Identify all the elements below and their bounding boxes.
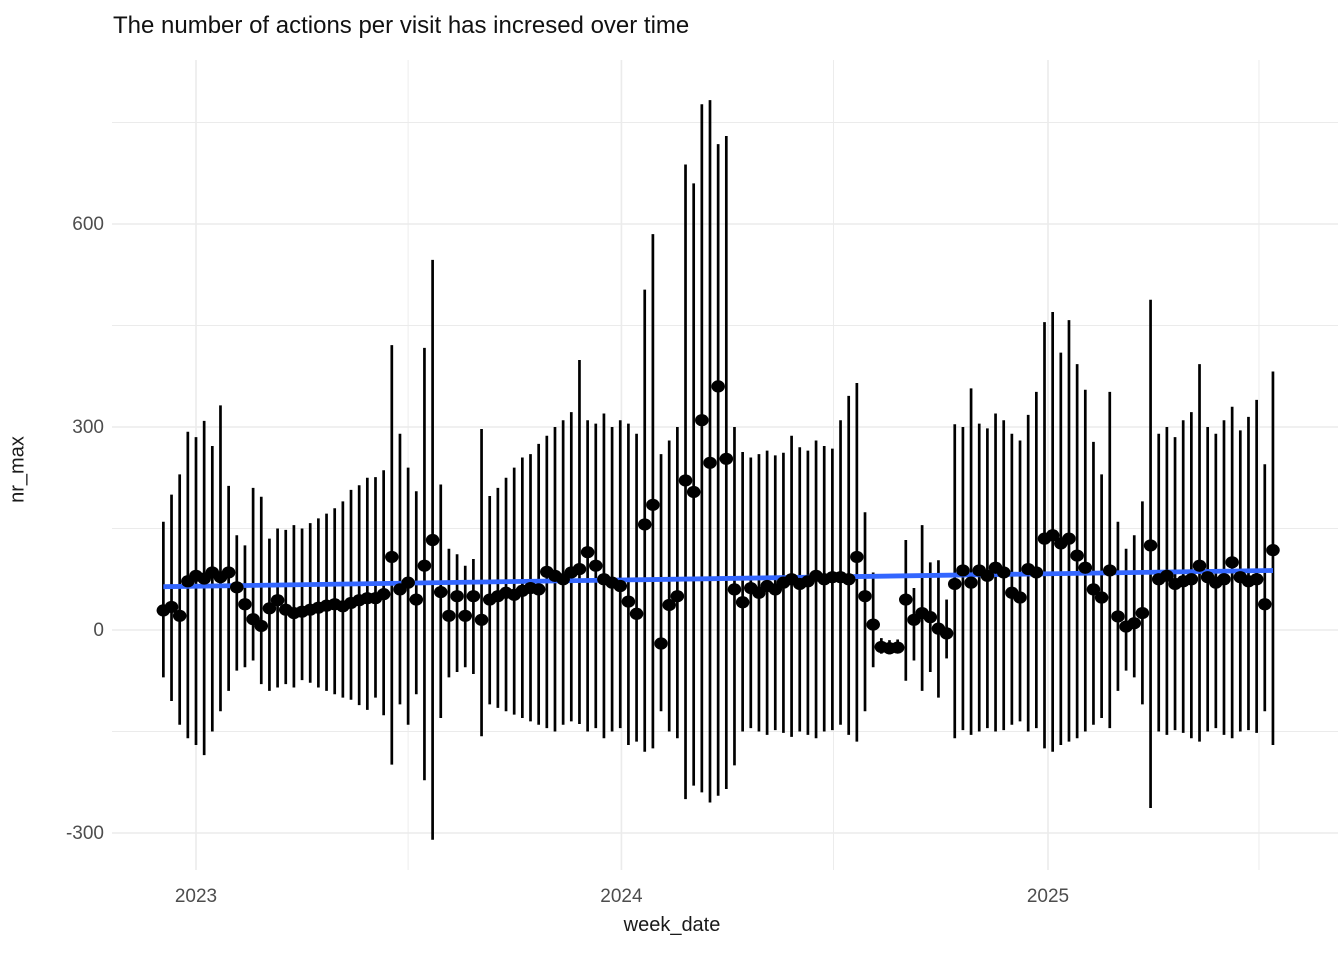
data-point [899, 593, 913, 606]
y-tick-label: -300 [66, 823, 104, 844]
data-point [703, 456, 717, 469]
data-point [376, 588, 391, 601]
data-point [939, 627, 954, 640]
data-point [841, 573, 856, 586]
data-point [385, 550, 399, 564]
data-point [654, 637, 668, 650]
data-point [1013, 591, 1027, 604]
data-point [442, 609, 456, 622]
data-point [458, 609, 473, 622]
data-point [695, 414, 709, 427]
data-point [1094, 591, 1109, 604]
data-point [662, 598, 677, 612]
data-point [1127, 617, 1142, 630]
data-point [1045, 529, 1060, 542]
data-point [588, 559, 603, 572]
data-point [417, 559, 432, 572]
data-point [1029, 566, 1044, 579]
x-tick-label: 2025 [1027, 886, 1069, 907]
data-point [1184, 573, 1199, 586]
data-point [866, 618, 880, 631]
data-point [172, 609, 187, 622]
data-point [980, 569, 995, 582]
data-point [238, 598, 252, 611]
data-point [1078, 561, 1093, 574]
data-point [1062, 532, 1076, 545]
y-tick-label: 300 [72, 417, 104, 438]
data-point [1192, 559, 1207, 572]
x-tick-label: 2024 [600, 886, 643, 907]
data-point [1086, 583, 1101, 596]
data-point [670, 590, 685, 603]
data-point [686, 485, 701, 499]
data-point [531, 583, 546, 596]
data-point [629, 607, 644, 620]
data-point [947, 577, 962, 591]
data-point [1111, 610, 1125, 623]
data-point [727, 583, 742, 596]
data-point [1266, 544, 1280, 557]
data-point [719, 452, 734, 465]
data-point [1257, 598, 1272, 611]
data-point [1160, 569, 1174, 582]
chart-title: The number of actions per visit has incr… [113, 12, 690, 39]
data-point [466, 590, 481, 603]
data-point [621, 595, 636, 608]
data-point [254, 619, 269, 633]
data-point [425, 533, 440, 547]
data-point [1102, 564, 1117, 577]
data-point [1217, 573, 1231, 586]
data-point [637, 518, 652, 531]
data-point [850, 550, 864, 564]
data-point [956, 564, 970, 577]
y-tick-label: 600 [72, 214, 104, 235]
y-tick-label: 0 [93, 620, 104, 641]
x-axis-title: week_date [623, 914, 721, 936]
data-point [433, 586, 448, 599]
data-point [1225, 556, 1239, 569]
data-point [164, 600, 179, 614]
data-point [1135, 606, 1150, 620]
data-point [646, 498, 660, 511]
data-point [572, 563, 587, 576]
data-point [678, 474, 693, 487]
data-point [613, 579, 628, 593]
data-point [1249, 573, 1264, 586]
data-point [580, 546, 595, 559]
x-tick-label: 2023 [175, 886, 217, 907]
data-point [923, 611, 938, 624]
data-point [270, 594, 285, 607]
y-axis-title: nr_max [6, 436, 29, 503]
data-point [1143, 539, 1158, 552]
data-point [1070, 549, 1084, 562]
data-point [964, 576, 978, 589]
data-point [711, 380, 725, 393]
data-point [735, 596, 750, 609]
data-point [890, 641, 905, 654]
data-point [262, 602, 277, 615]
data-point [409, 593, 424, 606]
data-point [229, 581, 244, 594]
data-point [474, 613, 489, 626]
data-point [401, 576, 415, 589]
data-point [450, 590, 464, 603]
data-point [996, 566, 1011, 579]
data-point [221, 566, 236, 579]
data-point [858, 590, 872, 603]
